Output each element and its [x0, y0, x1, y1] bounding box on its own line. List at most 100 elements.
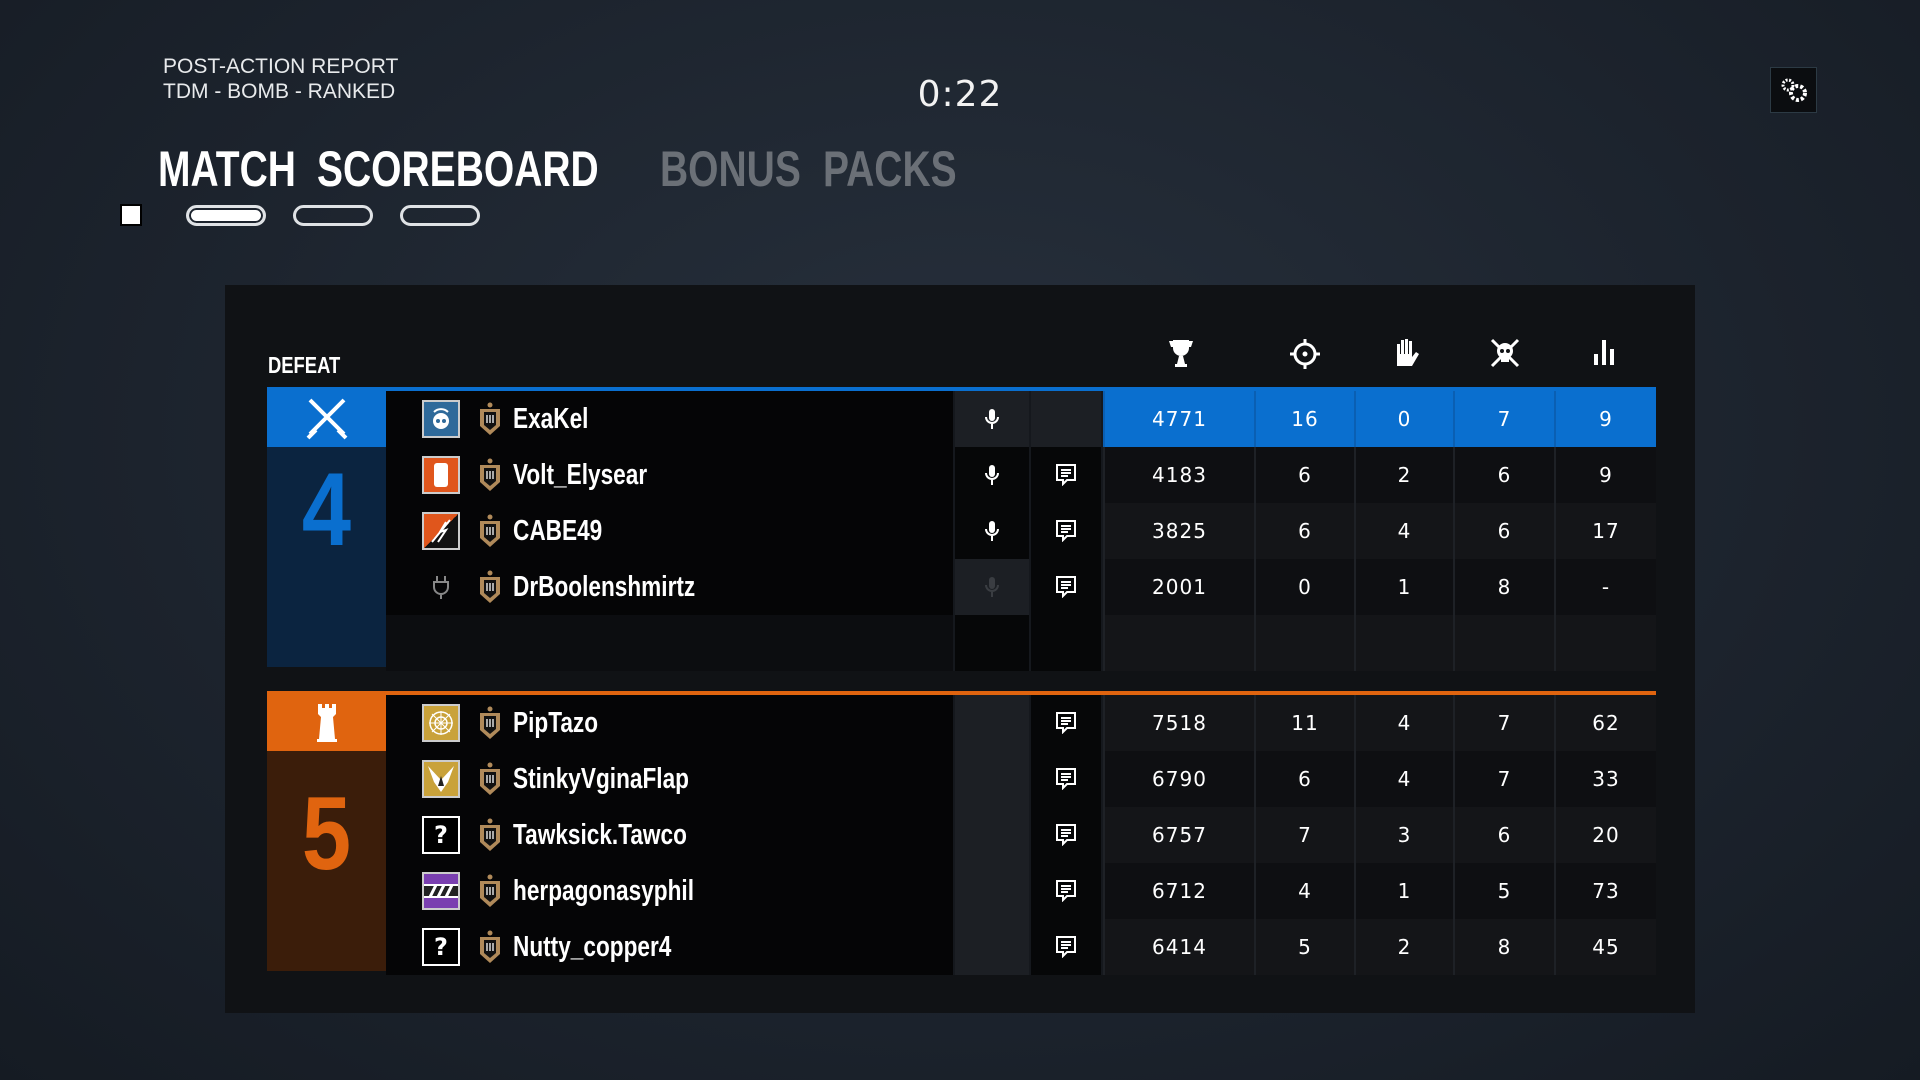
- page-pill-3[interactable]: [400, 204, 480, 226]
- stat-hand: 4: [1354, 503, 1453, 559]
- rank-icon: [480, 874, 500, 907]
- player-name[interactable]: Volt_Elysear: [513, 458, 648, 491]
- player-name[interactable]: StinkyVginaFlap: [513, 762, 689, 795]
- microphone-icon: [985, 577, 999, 597]
- player-cell: [386, 615, 953, 671]
- rank-icon: [480, 930, 500, 963]
- chat-icon: [1056, 712, 1076, 734]
- stat-hand: 4: [1354, 695, 1453, 751]
- operator-icon: [422, 760, 477, 798]
- settings-button[interactable]: [1770, 67, 1817, 113]
- mute-button[interactable]: [953, 503, 1029, 559]
- mute-button[interactable]: [953, 559, 1029, 615]
- player-name[interactable]: Tawksick.Tawco: [513, 818, 687, 851]
- stat-bar-chart: 62: [1554, 695, 1656, 751]
- chat-mute-button[interactable]: [1029, 807, 1103, 863]
- team-1: 4 ExaKel 4771 16 0 7 9 Volt_Elysear 4183 6 2 6 9 CABE…: [267, 387, 1656, 671]
- stat-skull: 6: [1453, 503, 1554, 559]
- chat-mute-button[interactable]: [1029, 751, 1103, 807]
- player-name[interactable]: PipTazo: [513, 706, 599, 739]
- stat-skull: 6: [1453, 447, 1554, 503]
- chat-mute-button[interactable]: [1029, 559, 1103, 615]
- player-cell: PipTazo: [386, 695, 953, 751]
- player-name[interactable]: Nutty_copper4: [513, 930, 672, 963]
- stat-trophy: 6757: [1103, 807, 1254, 863]
- tab-match[interactable]: MATCH: [158, 141, 296, 197]
- stat-crosshair: 11: [1254, 695, 1354, 751]
- mute-button[interactable]: [953, 863, 1029, 919]
- mute-button[interactable]: [953, 919, 1029, 975]
- microphone-icon: [985, 409, 999, 429]
- microphone-icon: [985, 465, 999, 485]
- mute-button[interactable]: [953, 695, 1029, 751]
- stat-hand: 1: [1354, 863, 1453, 919]
- chat-mute-button[interactable]: [1029, 695, 1103, 751]
- player-row[interactable]: Volt_Elysear 4183 6 2 6 9: [386, 447, 1656, 503]
- page-pill-1[interactable]: [186, 204, 266, 226]
- stat-bar-chart: 73: [1554, 863, 1656, 919]
- stat-trophy: 3825: [1103, 503, 1254, 559]
- player-name[interactable]: ExaKel: [513, 402, 589, 435]
- chat-mute-button[interactable]: [1029, 447, 1103, 503]
- chat-mute-button[interactable]: [1029, 863, 1103, 919]
- hand-icon: [1387, 338, 1427, 372]
- report-header: POST-ACTION REPORT TDM - BOMB - RANKED: [163, 54, 398, 104]
- player-row[interactable]: PipTazo 7518 11 4 7 62: [386, 695, 1656, 751]
- chat-mute-button[interactable]: [1029, 919, 1103, 975]
- stat-bar-chart: [1554, 615, 1656, 671]
- stat-trophy: 6712: [1103, 863, 1254, 919]
- stat-crosshair: 6: [1254, 503, 1354, 559]
- mute-button[interactable]: [953, 391, 1029, 447]
- player-row[interactable]: ? Tawksick.Tawco 6757 7 3 6 20: [386, 807, 1656, 863]
- gears-icon: [1781, 78, 1807, 102]
- tab-bonus[interactable]: BONUS: [659, 141, 801, 197]
- stat-bar-chart: 33: [1554, 751, 1656, 807]
- stat-crosshair: 0: [1254, 559, 1354, 615]
- player-row[interactable]: DrBoolenshmirtz 2001 0 1 8-: [386, 559, 1656, 615]
- player-name[interactable]: CABE49: [513, 514, 603, 547]
- match-result: DEFEAT: [268, 352, 341, 378]
- empty-row: [386, 615, 1656, 671]
- microphone-icon: [985, 521, 999, 541]
- crosshair-icon: [1285, 338, 1325, 372]
- player-row[interactable]: ExaKel 4771 16 0 7 9: [386, 391, 1656, 447]
- report-title: POST-ACTION REPORT: [163, 55, 399, 78]
- stat-hand: 0: [1354, 391, 1453, 447]
- tab-scoreboard[interactable]: SCOREBOARD: [316, 141, 599, 197]
- chat-mute-button[interactable]: [1029, 503, 1103, 559]
- rank-icon: [480, 458, 500, 491]
- countdown-timer: 0:22: [917, 74, 1003, 115]
- chat-mute-button[interactable]: [1029, 391, 1103, 447]
- operator-icon: ?: [422, 816, 477, 854]
- tab-packs[interactable]: PACKS: [822, 141, 957, 197]
- operator-icon: [422, 456, 477, 494]
- stat-crosshair: 6: [1254, 447, 1354, 503]
- mute-button[interactable]: [953, 807, 1029, 863]
- stat-trophy: 7518: [1103, 695, 1254, 751]
- player-row[interactable]: herpagonasyphil 6712 4 1 5 73: [386, 863, 1656, 919]
- stat-trophy: 2001: [1103, 559, 1254, 615]
- mute-button[interactable]: [953, 751, 1029, 807]
- player-row[interactable]: ? Nutty_copper4 6414 5 2 8 45: [386, 919, 1656, 975]
- player-name[interactable]: herpagonasyphil: [513, 874, 694, 907]
- chat-mute-button: [1029, 615, 1103, 671]
- stat-hand: 1: [1354, 559, 1453, 615]
- page-pill-2[interactable]: [293, 204, 373, 226]
- trophy-icon: [1161, 338, 1201, 372]
- stat-skull: [1453, 615, 1554, 671]
- stat-trophy: 6414: [1103, 919, 1254, 975]
- player-cell: ExaKel: [386, 391, 953, 447]
- stat-skull: 7: [1453, 751, 1554, 807]
- player-row[interactable]: CABE49 3825 6 4 6 17: [386, 503, 1656, 559]
- player-row[interactable]: StinkyVginaFlap 6790 6 4 7 33: [386, 751, 1656, 807]
- team-side: 5: [267, 695, 386, 971]
- game-mode: TDM - BOMB - RANKED: [163, 80, 396, 103]
- stat-skull: 5: [1453, 863, 1554, 919]
- player-name[interactable]: DrBoolenshmirtz: [513, 570, 696, 603]
- operator-icon: [422, 568, 477, 606]
- player-cell: ? Nutty_copper4: [386, 919, 953, 975]
- team-score: 5: [301, 776, 352, 892]
- toggle-view-icon[interactable]: [120, 204, 142, 226]
- mute-button[interactable]: [953, 447, 1029, 503]
- stat-hand: 3: [1354, 807, 1453, 863]
